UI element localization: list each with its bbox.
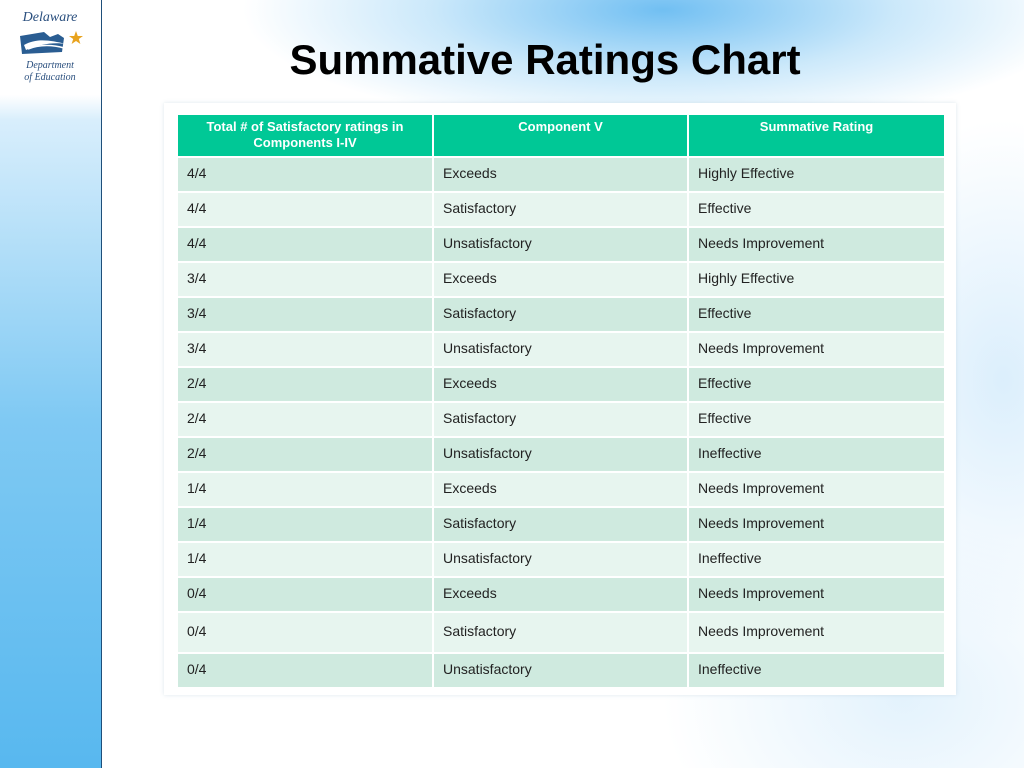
cell-component-v: Satisfactory (432, 506, 689, 543)
cell-summative-rating: Effective (687, 366, 946, 403)
cell-total: 1/4 (176, 506, 434, 543)
cell-total: 3/4 (176, 296, 434, 333)
table-row: 3/4 Unsatisfactory Needs Improvement (176, 331, 946, 368)
header-component-v: Component V (432, 113, 689, 158)
cell-total: 0/4 (176, 576, 434, 613)
cell-summative-rating: Ineffective (687, 541, 946, 578)
cell-total: 4/4 (176, 156, 434, 193)
cell-summative-rating: Ineffective (687, 652, 946, 689)
cell-component-v: Exceeds (432, 576, 689, 613)
cell-summative-rating: Needs Improvement (687, 331, 946, 368)
table-row: 1/4 Unsatisfactory Ineffective (176, 541, 946, 578)
logo-text-delaware: Delaware (22, 10, 78, 25)
cell-component-v: Unsatisfactory (432, 226, 689, 263)
cell-total: 2/4 (176, 401, 434, 438)
cell-summative-rating: Needs Improvement (687, 506, 946, 543)
table-row: 0/4 Exceeds Needs Improvement (176, 576, 946, 613)
cell-summative-rating: Highly Effective (687, 156, 946, 193)
cell-total: 1/4 (176, 541, 434, 578)
slide-title: Summative Ratings Chart (289, 36, 801, 83)
cell-component-v: Unsatisfactory (432, 331, 689, 368)
cell-component-v: Unsatisfactory (432, 541, 689, 578)
sidebar: Delaware Department of Education (0, 0, 102, 768)
cell-total: 3/4 (176, 261, 434, 298)
table-row: 3/4 Satisfactory Effective (176, 296, 946, 333)
cell-total: 4/4 (176, 191, 434, 228)
cell-summative-rating: Highly Effective (687, 261, 946, 298)
header-summative-rating: Summative Rating (687, 113, 946, 158)
logo-text-department: Department (26, 60, 74, 71)
cell-total: 2/4 (176, 436, 434, 473)
cell-summative-rating: Effective (687, 191, 946, 228)
cell-total: 0/4 (176, 652, 434, 689)
cell-total: 4/4 (176, 226, 434, 263)
cell-summative-rating: Ineffective (687, 436, 946, 473)
cell-component-v: Satisfactory (432, 296, 689, 333)
cell-summative-rating: Effective (687, 296, 946, 333)
cell-summative-rating: Needs Improvement (687, 611, 946, 654)
table-row: 1/4 Satisfactory Needs Improvement (176, 506, 946, 543)
cell-component-v: Unsatisfactory (432, 652, 689, 689)
table-row: 4/4 Exceeds Highly Effective (176, 156, 946, 193)
logo-text-of-education: of Education (24, 72, 76, 83)
cell-total: 1/4 (176, 471, 434, 508)
cell-summative-rating: Effective (687, 401, 946, 438)
summative-ratings-table: Total # of Satisfactory ratings in Compo… (176, 113, 946, 689)
table-header-row: Total # of Satisfactory ratings in Compo… (176, 113, 946, 158)
cell-summative-rating: Needs Improvement (687, 576, 946, 613)
table-row: 2/4 Exceeds Effective (176, 366, 946, 403)
table-row: 1/4 Exceeds Needs Improvement (176, 471, 946, 508)
table-row: 2/4 Unsatisfactory Ineffective (176, 436, 946, 473)
table-row: 3/4 Exceeds Highly Effective (176, 261, 946, 298)
table-row: 2/4 Satisfactory Effective (176, 401, 946, 438)
table-row: 0/4 Satisfactory Needs Improvement (176, 611, 946, 654)
header-total-satisfactory: Total # of Satisfactory ratings in Compo… (176, 113, 434, 158)
ratings-table-container: Total # of Satisfactory ratings in Compo… (164, 103, 956, 695)
cell-summative-rating: Needs Improvement (687, 226, 946, 263)
cell-total: 3/4 (176, 331, 434, 368)
cell-total: 0/4 (176, 611, 434, 654)
table-row: 4/4 Satisfactory Effective (176, 191, 946, 228)
delaware-emblem-icon (20, 31, 83, 54)
cell-component-v: Satisfactory (432, 401, 689, 438)
cell-total: 2/4 (176, 366, 434, 403)
cell-component-v: Satisfactory (432, 191, 689, 228)
table-row: 0/4 Unsatisfactory Ineffective (176, 652, 946, 689)
cell-component-v: Satisfactory (432, 611, 689, 654)
cell-component-v: Exceeds (432, 366, 689, 403)
cell-summative-rating: Needs Improvement (687, 471, 946, 508)
cell-component-v: Exceeds (432, 156, 689, 193)
cell-component-v: Exceeds (432, 261, 689, 298)
cell-component-v: Unsatisfactory (432, 436, 689, 473)
delaware-logo: Delaware Department of Education (10, 10, 90, 100)
table-row: 4/4 Unsatisfactory Needs Improvement (176, 226, 946, 263)
cell-component-v: Exceeds (432, 471, 689, 508)
